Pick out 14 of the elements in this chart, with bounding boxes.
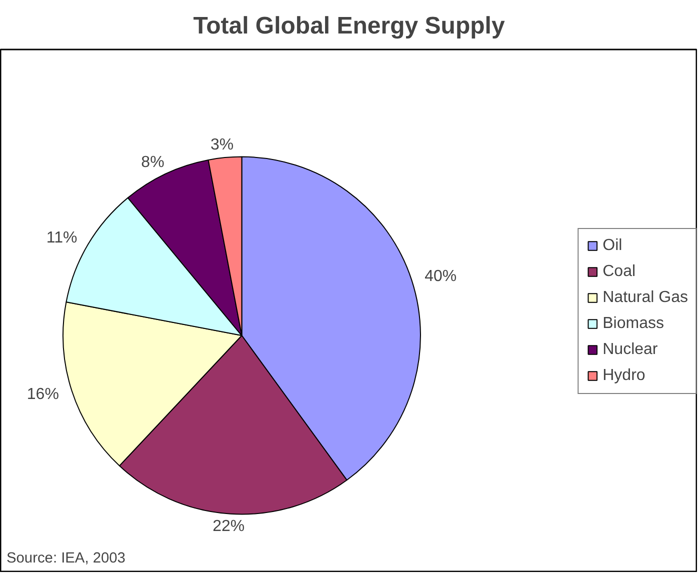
legend-label: Nuclear [602,340,658,358]
data-label: 8% [141,154,164,171]
legend-label: Hydro [602,366,646,384]
legend-label: Coal [602,262,636,280]
data-label: 11% [46,230,78,247]
legend-label: Biomass [602,314,664,332]
data-label: 16% [26,386,59,404]
legend-label: Oil [602,236,623,254]
chart-title: Total Global Energy Supply [193,12,506,40]
legend-label: Natural Gas [602,288,688,306]
data-label: 3% [210,136,234,154]
data-label: 22% [212,518,245,535]
source-note: Source: IEA, 2003 [6,550,126,566]
data-label: 40% [424,268,457,285]
